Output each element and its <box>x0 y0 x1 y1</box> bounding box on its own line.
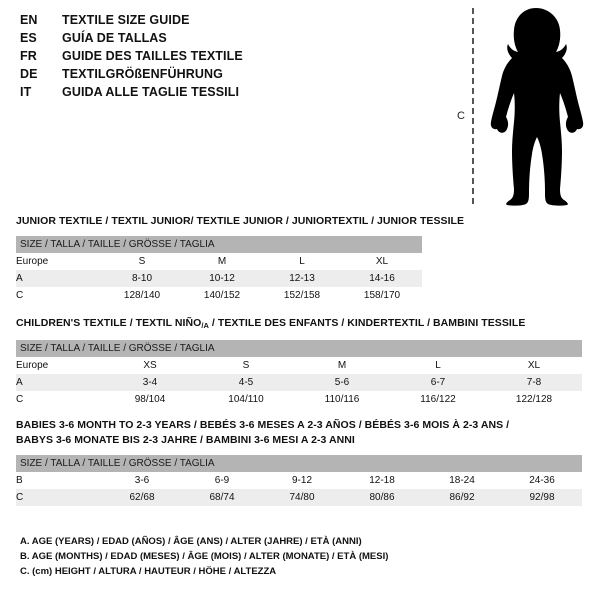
legend-line-a: A. AGE (YEARS) / EDAD (AÑOS) / ÂGE (ANS)… <box>20 536 362 547</box>
cell-value: 6-9 <box>214 475 230 486</box>
row-label: B <box>16 475 23 486</box>
cell-value: 4-5 <box>198 374 294 391</box>
cell-value: 86/92 <box>422 489 502 506</box>
cell-value: 74/80 <box>262 489 342 506</box>
babies-size-header: SIZE / TALLA / TAILLE / GRÖSSE / TAGLIA <box>16 455 582 472</box>
table-row: C 128/140 140/152 152/158 158/170 <box>16 287 422 304</box>
section-children: CHILDREN'S TEXTILE / TEXTIL NIÑO/A / TEX… <box>16 316 584 408</box>
cell-value: 12-18 <box>369 475 395 486</box>
language-code: IT <box>20 85 32 99</box>
children-title-subscript: /A <box>201 321 209 330</box>
language-title: GUÍA DE TALLAS <box>62 31 167 45</box>
language-title: TEXTILGRÖßENFÜHRUNG <box>62 67 223 81</box>
legend-block: A. AGE (YEARS) / EDAD (AÑOS) / ÂGE (ANS)… <box>20 534 580 579</box>
junior-size-table: SIZE / TALLA / TAILLE / GRÖSSE / TAGLIA … <box>16 236 422 304</box>
table-row: Europe S M L XL <box>16 253 422 270</box>
cell-value: 5-6 <box>294 374 390 391</box>
cell-value: 122/128 <box>515 394 553 405</box>
language-code: EN <box>20 13 38 27</box>
cell-value: 24-36 <box>529 475 555 486</box>
cell-value: 3-6 <box>134 475 150 486</box>
cell-value: XL <box>375 256 389 267</box>
row-label: C <box>16 394 24 405</box>
language-code: ES <box>20 31 37 45</box>
children-title-part1: CHILDREN'S TEXTILE / TEXTIL NIÑO <box>16 317 202 329</box>
height-illustration: C <box>450 6 590 206</box>
table-row: A 8-10 10-12 12-13 14-16 <box>16 270 422 287</box>
junior-size-header: SIZE / TALLA / TAILLE / GRÖSSE / TAGLIA <box>16 236 422 253</box>
cell-value: XL <box>527 360 541 371</box>
cell-value: S <box>138 256 146 267</box>
cell-value: M <box>337 360 347 371</box>
cell-value: 18-24 <box>449 475 475 486</box>
junior-section-title: JUNIOR TEXTILE / TEXTIL JUNIOR/ TEXTILE … <box>16 215 465 227</box>
cell-value: 110/116 <box>324 394 360 405</box>
cell-value: 98/104 <box>134 394 166 405</box>
cell-value: L <box>299 256 305 267</box>
cell-value: 7-8 <box>486 374 582 391</box>
cell-value: 152/158 <box>283 290 321 301</box>
children-size-header: SIZE / TALLA / TAILLE / GRÖSSE / TAGLIA <box>16 340 582 357</box>
language-title: GUIDA ALLE TAGLIE TESSILI <box>62 85 240 99</box>
cell-value: 14-16 <box>342 270 422 287</box>
babies-section-title-line2: BABYS 3-6 MONATE BIS 2-3 JAHRE / BAMBINI… <box>16 434 355 446</box>
language-row: DE TEXTILGRÖßENFÜHRUNG <box>20 67 440 85</box>
cell-value: 158/170 <box>363 290 401 301</box>
language-title: GUIDE DES TAILLES TEXTILE <box>62 49 243 63</box>
cell-value: S <box>242 360 250 371</box>
row-label: C <box>16 489 102 506</box>
cell-value: 62/68 <box>102 489 182 506</box>
cell-value: 8-10 <box>102 270 182 287</box>
row-label: Europe <box>16 360 49 371</box>
children-section-title: CHILDREN'S TEXTILE / TEXTIL NIÑO/A / TEX… <box>16 316 584 333</box>
junior-size-header-row: SIZE / TALLA / TAILLE / GRÖSSE / TAGLIA <box>16 236 422 253</box>
row-label: A <box>16 270 102 287</box>
row-label: C <box>16 290 24 301</box>
babies-section-title-line1: BABIES 3-6 MONTH TO 2-3 YEARS / BEBÉS 3-… <box>16 419 510 431</box>
cell-value: 80/86 <box>342 489 422 506</box>
height-marker-label: C <box>457 110 465 122</box>
cell-value: 6-7 <box>390 374 486 391</box>
legend-line-b: B. AGE (MONTHS) / EDAD (MESES) / ÂGE (MO… <box>20 551 389 562</box>
babies-size-header-row: SIZE / TALLA / TAILLE / GRÖSSE / TAGLIA <box>16 455 582 472</box>
cell-value: 12-13 <box>262 270 342 287</box>
legend-line-c: C. (cm) HEIGHT / ALTURA / HAUTEUR / HÖHE… <box>20 566 277 577</box>
children-title-part2: / TEXTILE DES ENFANTS / KINDERTEXTIL / B… <box>208 317 526 329</box>
table-row: Europe XS S M L XL <box>16 357 582 374</box>
language-title: TEXTILE SIZE GUIDE <box>62 13 190 27</box>
section-babies: BABIES 3-6 MONTH TO 2-3 YEARS / BEBÉS 3-… <box>16 418 584 506</box>
babies-size-table: SIZE / TALLA / TAILLE / GRÖSSE / TAGLIA … <box>16 455 582 506</box>
language-code: FR <box>20 49 37 63</box>
table-row: B 3-6 6-9 9-12 12-18 18-24 24-36 <box>16 472 582 489</box>
language-row: FR GUIDE DES TAILLES TEXTILE <box>20 49 440 67</box>
children-size-header-row: SIZE / TALLA / TAILLE / GRÖSSE / TAGLIA <box>16 340 582 357</box>
child-silhouette-icon <box>490 8 584 206</box>
language-row: ES GUÍA DE TALLAS <box>20 31 440 49</box>
language-title-block: EN TEXTILE SIZE GUIDE ES GUÍA DE TALLAS … <box>20 13 440 103</box>
table-row: A 3-4 4-5 5-6 6-7 7-8 <box>16 374 582 391</box>
cell-value: 140/152 <box>203 290 241 301</box>
cell-value: 116/122 <box>420 394 456 405</box>
cell-value: XS <box>143 360 157 371</box>
row-label: Europe <box>16 256 49 267</box>
cell-value: 9-12 <box>291 475 312 486</box>
height-dashed-line <box>472 8 474 204</box>
table-row: C 98/104 104/110 110/116 116/122 122/128 <box>16 391 582 408</box>
section-junior: JUNIOR TEXTILE / TEXTIL JUNIOR/ TEXTILE … <box>16 214 584 304</box>
cell-value: 92/98 <box>502 489 582 506</box>
language-row: IT GUIDA ALLE TAGLIE TESSILI <box>20 85 440 103</box>
cell-value: 68/74 <box>182 489 262 506</box>
cell-value: M <box>217 256 227 267</box>
cell-value: 3-4 <box>102 374 198 391</box>
table-row: C 62/68 68/74 74/80 80/86 86/92 92/98 <box>16 489 582 506</box>
row-label: A <box>16 374 102 391</box>
language-code: DE <box>20 67 38 81</box>
cell-value: 104/110 <box>228 394 264 405</box>
language-row: EN TEXTILE SIZE GUIDE <box>20 13 440 31</box>
children-size-table: SIZE / TALLA / TAILLE / GRÖSSE / TAGLIA … <box>16 340 582 408</box>
cell-value: 128/140 <box>123 290 161 301</box>
cell-value: L <box>435 360 441 371</box>
cell-value: 10-12 <box>182 270 262 287</box>
